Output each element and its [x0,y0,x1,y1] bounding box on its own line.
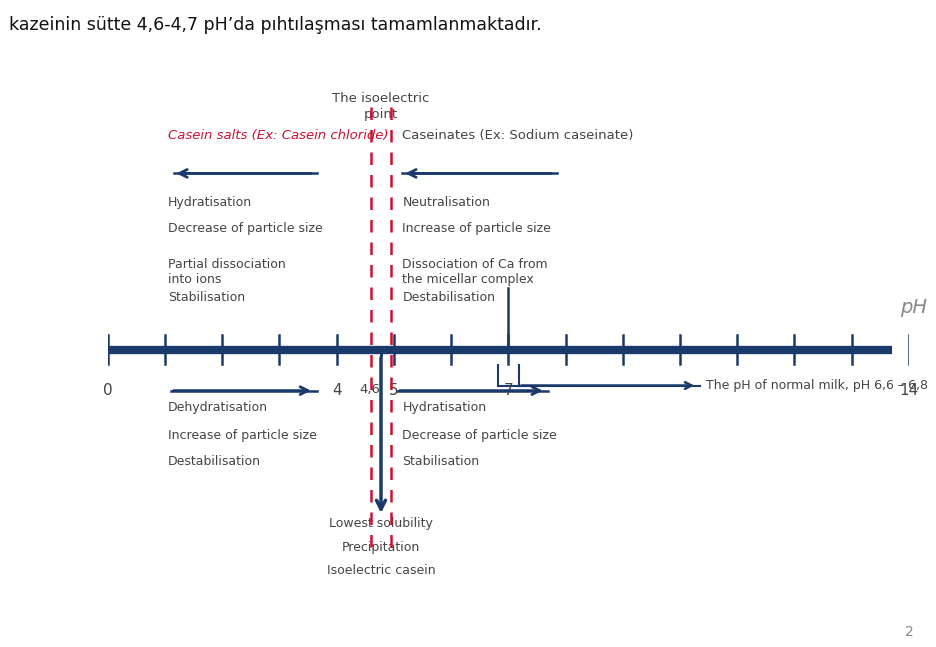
Text: The pH of normal milk, pH 6,6 – 6,8: The pH of normal milk, pH 6,6 – 6,8 [705,379,927,392]
Text: Increase of particle size: Increase of particle size [168,429,316,442]
Text: Destabilisation: Destabilisation [168,454,260,468]
Text: 5: 5 [388,383,398,398]
Text: 2: 2 [904,625,913,639]
Text: Stabilisation: Stabilisation [402,454,479,468]
Text: Dehydratisation: Dehydratisation [168,401,268,414]
Text: Lowest solubility: Lowest solubility [329,517,432,530]
Text: Decrease of particle size: Decrease of particle size [168,222,322,235]
Text: The isoelectric
point: The isoelectric point [332,92,430,120]
Text: Partial dissociation
into ions: Partial dissociation into ions [168,258,285,286]
Text: Destabilisation: Destabilisation [402,291,495,304]
Text: 14: 14 [899,383,917,398]
Text: Hydratisation: Hydratisation [402,401,486,414]
Text: 7: 7 [503,383,513,398]
Text: Dissociation of Ca from
the micellar complex: Dissociation of Ca from the micellar com… [402,258,548,286]
Text: 4: 4 [331,383,341,398]
Text: Increase of particle size: Increase of particle size [402,222,550,235]
Text: Hydratisation: Hydratisation [168,197,252,210]
Text: 0: 0 [103,383,112,398]
Text: Decrease of particle size: Decrease of particle size [402,429,557,442]
Text: Caseinates (Ex: Sodium caseinate): Caseinates (Ex: Sodium caseinate) [402,129,633,142]
Text: 4,6: 4,6 [359,383,380,396]
Text: Stabilisation: Stabilisation [168,291,244,304]
Text: pH: pH [899,298,927,316]
Text: Neutralisation: Neutralisation [402,197,490,210]
Text: kazeinin sütte 4,6-4,7 pH’da pıhtılaşması tamamlanmaktadır.: kazeinin sütte 4,6-4,7 pH’da pıhtılaşmas… [9,16,541,34]
Text: Casein salts (Ex: Casein chloride): Casein salts (Ex: Casein chloride) [168,129,388,142]
Text: Isoelectric casein: Isoelectric casein [327,564,435,577]
Text: Precipitation: Precipitation [342,542,419,554]
